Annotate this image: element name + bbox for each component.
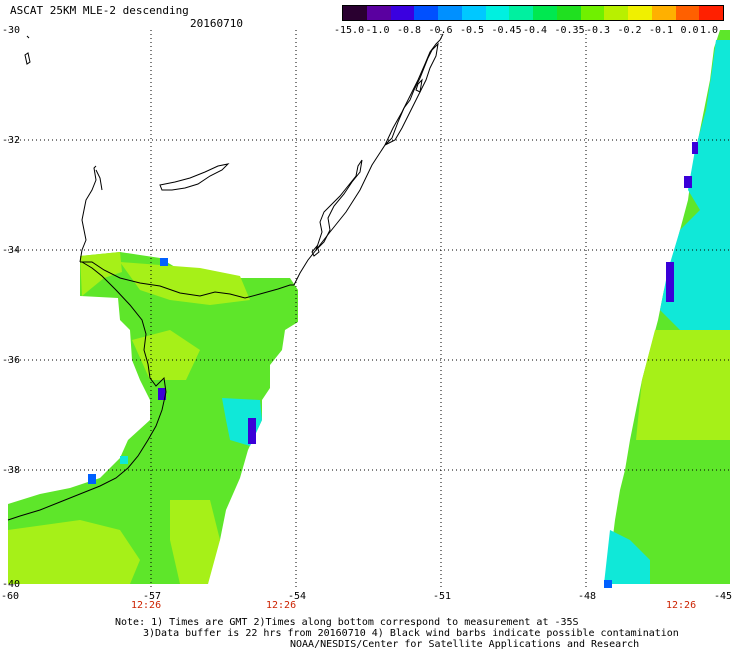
wind-cell	[88, 474, 96, 484]
longitude-label: -60	[1, 591, 20, 602]
swath-patch	[688, 40, 730, 210]
time-label-1: 12:26	[131, 600, 162, 611]
longitude-label: -48	[578, 591, 597, 602]
lat-lon-grid	[8, 30, 730, 590]
colorbar-labels: -15.0 -1.0 -0.8 -0.6 -0.5 -0.45 -0.4 -0.35 -0.3-…	[0, 25, 740, 37]
colorbar-label: -1.0	[365, 25, 390, 36]
wind-cell	[684, 176, 692, 188]
latitude-label: -32	[2, 135, 21, 146]
colorbar-swatch	[651, 6, 676, 20]
wind-swaths	[8, 30, 730, 588]
colorbar-label: -15.0	[334, 25, 365, 36]
time-label-2: 12:26	[266, 600, 297, 611]
map-date: 20160710	[190, 17, 243, 30]
colorbar-swatch	[533, 6, 557, 20]
latitude-label: -30	[2, 25, 21, 36]
time-label-3: 12:26	[666, 600, 697, 611]
colorbar-label: -0.2	[617, 25, 642, 36]
longitude-label: -45	[714, 591, 733, 602]
colorbar-label: -0.1	[649, 25, 674, 36]
swath-patch	[8, 520, 140, 584]
latitude-label: -34	[2, 245, 21, 256]
wind-cell	[248, 418, 256, 444]
swath-patch	[80, 252, 122, 296]
latitude-label: -38	[2, 465, 21, 476]
colorbar-swatch	[485, 6, 510, 20]
colorbar-label: 0.0	[680, 25, 699, 36]
colorbar-swatch	[390, 6, 415, 20]
note-line-1: Note: 1) Times are GMT 2)Times along bot…	[115, 617, 579, 628]
wind-cell	[692, 142, 698, 154]
colorbar-label: -0.45	[491, 25, 522, 36]
colorbar-swatch	[580, 6, 605, 20]
wind-cell	[120, 456, 128, 464]
longitude-label: -54	[288, 591, 307, 602]
colorbar-label: -0.35	[554, 25, 585, 36]
colorbar	[342, 5, 724, 21]
colorbar-swatch	[438, 6, 462, 20]
wind-cell	[666, 262, 674, 302]
swath-patch	[636, 330, 730, 440]
colorbar-label: -0.8	[397, 25, 422, 36]
swath-patch	[170, 500, 220, 584]
swath-patch	[604, 530, 650, 584]
colorbar-swatch	[366, 6, 391, 20]
latitude-label: -36	[2, 355, 21, 366]
latitude-label: -40	[2, 579, 21, 590]
colorbar-swatch	[343, 6, 367, 20]
colorbar-swatch	[414, 6, 438, 20]
west-swath	[8, 252, 298, 584]
wind-cell	[158, 388, 166, 400]
colorbar-swatch	[509, 6, 533, 20]
longitude-label: -57	[143, 591, 162, 602]
note-line-2: 3)Data buffer is 22 hrs from 20160710 4)…	[143, 628, 679, 639]
map-title: ASCAT 25KM MLE-2 descending	[10, 4, 189, 17]
wind-cell	[604, 580, 612, 588]
swath-patch	[660, 200, 730, 330]
colorbar-swatch	[461, 6, 486, 20]
colorbar-swatch	[675, 6, 700, 20]
coastline	[7, 33, 444, 521]
colorbar-swatch	[604, 6, 628, 20]
wind-cell	[160, 258, 168, 266]
colorbar-swatch	[699, 6, 723, 20]
longitude-label: -51	[433, 591, 452, 602]
colorbar-swatch	[556, 6, 581, 20]
colorbar-label: -0.4	[523, 25, 548, 36]
colorbar-label: -0.3	[586, 25, 611, 36]
colorbar-swatch	[628, 6, 652, 20]
colorbar-label: -0.5	[460, 25, 485, 36]
swath-patch	[120, 262, 250, 305]
colorbar-label: 1.0	[700, 25, 719, 36]
note-line-3: NOAA/NESDIS/Center for Satellite Applica…	[290, 639, 640, 650]
